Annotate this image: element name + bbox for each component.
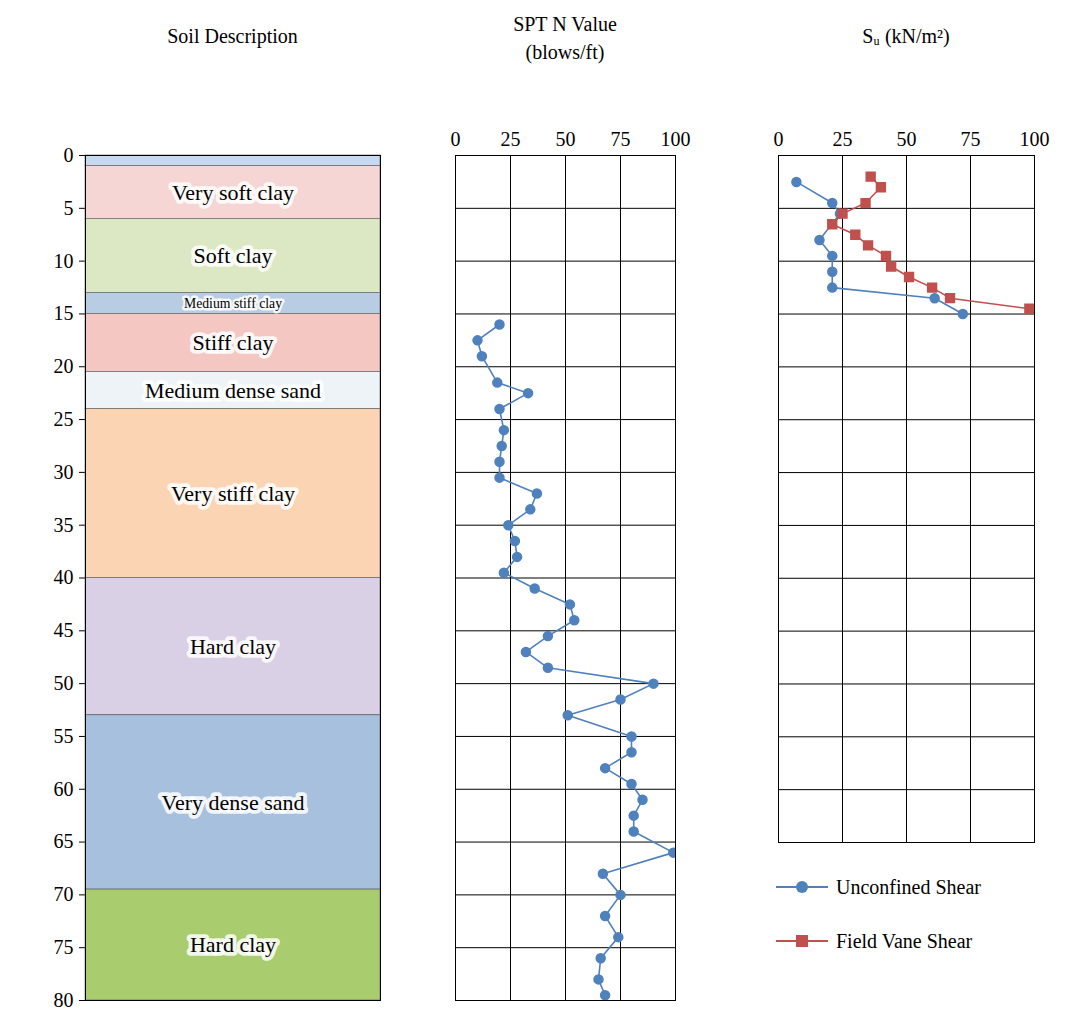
- svg-text:65: 65: [54, 830, 74, 852]
- svg-text:35: 35: [54, 514, 74, 536]
- html-text:Unconfined Shear: Unconfined Shear: [836, 875, 981, 898]
- svg-text:0: 0: [451, 128, 461, 150]
- svg-text:0: 0: [774, 128, 784, 150]
- svg-text:15: 15: [54, 302, 74, 324]
- svg-text:25: 25: [501, 128, 521, 150]
- svg-text:30: 30: [54, 461, 74, 483]
- html-text:(blows/ft): (blows/ft): [525, 41, 605, 63]
- svg-text:70: 70: [54, 883, 74, 905]
- svg-text:55: 55: [54, 725, 74, 747]
- svg-text:100: 100: [1020, 128, 1050, 150]
- svg-text:50: 50: [54, 672, 74, 694]
- svg-text:45: 45: [54, 619, 74, 641]
- svg-text:100: 100: [661, 128, 691, 150]
- svg-text:40: 40: [54, 566, 74, 588]
- svg-text:60: 60: [54, 778, 74, 800]
- svg-text:Medium dense sand: Medium dense sand: [145, 378, 321, 403]
- svg-text:50: 50: [897, 128, 917, 150]
- svg-text:75: 75: [611, 128, 631, 150]
- svg-text:Hard clay: Hard clay: [190, 932, 276, 957]
- svg-text:25: 25: [54, 408, 74, 430]
- svg-text:Medium stiff clay: Medium stiff clay: [184, 296, 282, 311]
- svg-text:0: 0: [64, 144, 74, 166]
- svg-text:50: 50: [556, 128, 576, 150]
- html-text:Field Vane Shear: Field Vane Shear: [836, 929, 973, 952]
- html-text:Soil Description: Soil Description: [167, 25, 298, 47]
- svg-text:20: 20: [54, 355, 74, 377]
- svg-text:Hard clay: Hard clay: [190, 634, 276, 659]
- html-text:SPT N Value: SPT N Value: [513, 13, 617, 35]
- svg-text:Soft clay: Soft clay: [194, 243, 273, 268]
- html-text:Sᵤ (kN/m²): Sᵤ (kN/m²): [862, 25, 950, 47]
- svg-text:5: 5: [64, 197, 74, 219]
- svg-text:Very dense sand: Very dense sand: [162, 789, 305, 814]
- svg-text:75: 75: [961, 128, 981, 150]
- svg-text:75: 75: [54, 936, 74, 958]
- svg-text:Very soft clay: Very soft clay: [172, 180, 294, 205]
- svg-text:10: 10: [54, 250, 74, 272]
- svg-text:Very stiff clay: Very stiff clay: [171, 481, 295, 506]
- svg-text:25: 25: [833, 128, 853, 150]
- svg-text:Stiff clay: Stiff clay: [193, 330, 274, 355]
- svg-text:80: 80: [54, 989, 74, 1011]
